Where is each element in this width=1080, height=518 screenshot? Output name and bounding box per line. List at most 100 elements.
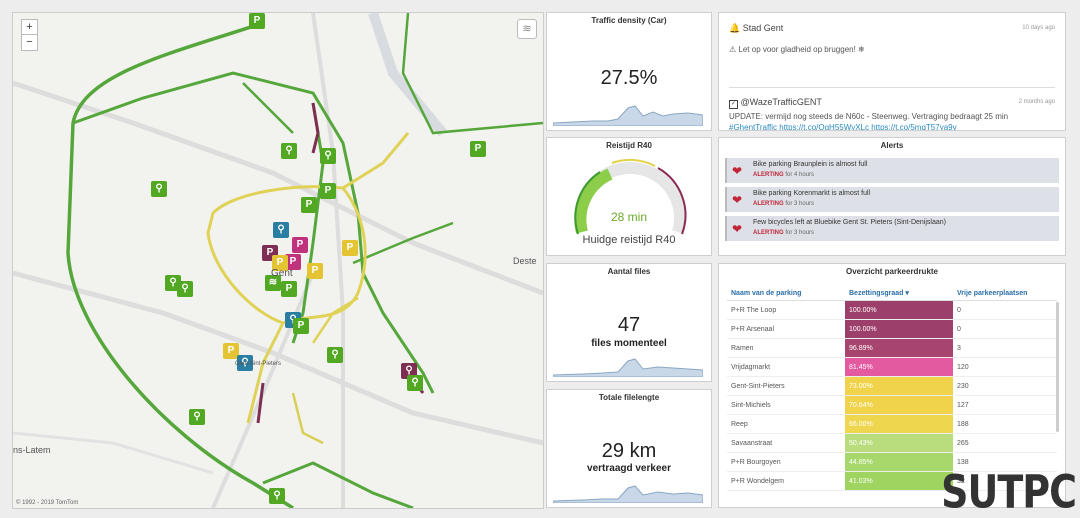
parking-free: 32 [953,471,1057,491]
bluebike-marker-icon[interactable]: ⚲ [237,355,253,371]
parking-marker-icon[interactable]: P [470,141,486,157]
parking-marker-icon[interactable]: P [281,281,297,297]
map-label-station: Gent-Sint-Pieters [235,361,282,367]
table-row[interactable]: Reep 66.00% 188 [727,414,1057,434]
panel-title: Overzicht parkeerdrukte [845,267,939,276]
parking-free: 120 [953,357,1057,377]
filelengte-panel: Totale filelengte 29 km vertraagd verkee… [546,389,712,508]
feed-time: 10 days ago [1022,25,1055,31]
alert-title: Few bicycles left at Bluebike Gent St. P… [753,219,946,226]
alert-item[interactable]: ❤ Bike parking Korenmarkt is almost full… [725,187,1059,212]
bike-parking-marker-icon[interactable]: ⚲ [151,181,167,197]
bluebike-marker-icon[interactable]: ⚲ [273,222,289,238]
parking-free: 0 [953,300,1057,320]
parking-name: P+R Bourgoyen [727,452,845,472]
column-header-free[interactable]: Vrije parkeerplaatsen [953,286,1057,301]
parking-marker-icon[interactable]: P [223,343,239,359]
parking-marker-icon[interactable]: P [272,255,288,271]
twitter-icon: ✓ [729,100,738,109]
feed-link[interactable]: #GhentTraffic https://t.co/QgH55WyXLc ht… [729,123,957,131]
parking-free: 127 [953,395,1057,415]
reistijd-gauge [574,158,687,235]
bike-parking-marker-icon[interactable]: ⚲ [327,347,343,363]
alerts-panel: Alerts ❤ Bike parking Braunplein is almo… [718,137,1066,256]
parking-free: 265 [953,433,1057,453]
alert-title: Bike parking Braunplein is almost full [753,161,868,168]
panel-title: Totale filelengte [598,393,660,402]
parking-occupancy: 96.89% [845,338,953,358]
divider [729,87,1055,88]
parking-name: Gent-Sint-Pieters [727,376,845,396]
alert-item[interactable]: ❤ Bike parking Braunplein is almost full… [725,158,1059,183]
alert-status: ALERTING for 3 hours [753,201,815,207]
table-row[interactable]: P+R Bourgoyen 44.85% 138 [727,452,1057,472]
files-value: 47 [617,314,641,336]
files-panel: Aantal files 47 files momenteel [546,263,712,382]
table-row[interactable]: P+R Arsenaal 100.00% 0 [727,319,1057,339]
traffic-density-panel: Traffic density (Car) 27.5% [546,12,712,131]
table-row[interactable]: P+R The Loop 100.00% 0 [727,300,1057,320]
table-row[interactable]: Gent-Sint-Pieters 73.00% 230 [727,376,1057,396]
feed-text: UPDATE: vermijd nog steeds de N60c - Ste… [729,112,1009,121]
table-scrollbar[interactable] [1056,302,1059,432]
feed-text: ⚠ Let op voor gladheid op bruggen! ❄ [729,45,865,54]
feed-author: ✓ @WazeTrafficGENT [729,97,822,109]
alert-item[interactable]: ❤ Few bicycles left at Bluebike Gent St.… [725,216,1059,241]
filelengte-value: 29 km [601,440,657,462]
bike-parking-marker-icon[interactable]: ⚲ [320,148,336,164]
layers-icon[interactable]: ≋ [517,19,537,39]
files-sparkline [553,358,703,377]
filelengte-sparkline [553,485,703,503]
parking-marker-icon[interactable]: P [292,237,308,253]
bike-parking-marker-icon[interactable]: ⚲ [189,409,205,425]
parking-table: Naam van de parking Bezettingsgraad ▾ Vr… [727,286,1057,491]
traffic-map[interactable]: + − ≋ P ⚲ ⚲ P ⚲ P P ⚲ P P P P P P ≋ P ⚲ … [12,12,544,509]
parking-marker-icon[interactable]: P [307,263,323,279]
bike-parking-marker-icon[interactable]: ⚲ [281,143,297,159]
table-row[interactable]: Ramen 96.89% 3 [727,338,1057,358]
bike-parking-marker-icon[interactable]: ⚲ [177,281,193,297]
parking-name: Savaanstraat [727,433,845,453]
parking-occupancy: 44.85% [845,452,953,472]
traffic-density-sparkline [553,105,703,126]
parking-free: 3 [953,338,1057,358]
alert-status: ALERTING for 3 hours [753,230,815,236]
parking-name: Sint-Michiels [727,395,845,415]
heart-alert-icon: ❤ [732,222,743,236]
parking-marker-icon[interactable]: P [293,318,309,334]
social-feed-panel[interactable]: 🔔 Stad Gent 10 days ago ⚠ Let op voor gl… [718,12,1066,131]
parking-marker-icon[interactable]: P [320,183,336,199]
parking-marker-icon[interactable]: P [301,197,317,213]
parking-occupancy: 100.00% [845,319,953,339]
filelengte-caption: vertraagd verkeer [587,463,671,474]
parking-marker-icon[interactable]: P [342,240,358,256]
table-row[interactable]: Vrijdagmarkt 81.45% 120 [727,357,1057,377]
parking-free: 138 [953,452,1057,472]
zoom-out-button[interactable]: − [21,34,38,51]
heart-alert-icon: ❤ [732,193,743,207]
water-marker-icon[interactable]: ≋ [265,275,281,291]
bike-parking-marker-icon[interactable]: ⚲ [407,375,423,391]
panel-title: Traffic density (Car) [591,16,667,25]
bike-parking-marker-icon[interactable]: ⚲ [269,488,285,504]
table-row[interactable]: P+R Wondelgem 41.03% 32 [727,471,1057,491]
parking-marker-icon[interactable]: P [285,254,301,270]
map-label-gent: Gent [271,268,293,279]
table-row[interactable]: Sint-Michiels 70.64% 127 [727,395,1057,415]
alert-status: ALERTING for 4 hours [753,172,815,178]
parking-name: P+R Arsenaal [727,319,845,339]
parking-name: Reep [727,414,845,434]
parking-marker-icon[interactable]: P [249,13,265,29]
table-row[interactable]: Savaanstraat 50.43% 265 [727,433,1057,453]
parking-free: 230 [953,376,1057,396]
parking-occupancy: 73.00% [845,376,953,396]
panel-title: Alerts [880,141,904,150]
map-copyright: © 1992 - 2019 TomTom [16,500,79,506]
column-header-name[interactable]: Naam van de parking [727,286,845,301]
reistijd-panel: Reistijd R40 28 min Huidge reistijd R40 [546,137,712,256]
parking-name: P+R The Loop [727,300,845,320]
map-label-deste: Deste [513,256,537,266]
column-header-occupancy[interactable]: Bezettingsgraad ▾ [845,286,953,301]
panel-title: Aantal files [607,267,651,276]
heart-alert-icon: ❤ [732,164,743,178]
